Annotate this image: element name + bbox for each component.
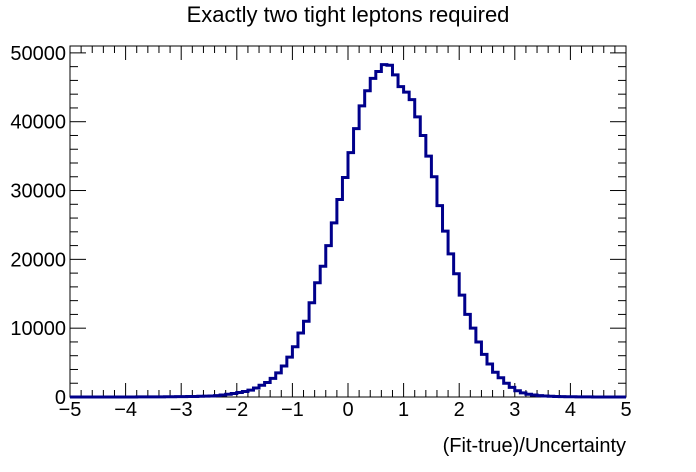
x-tick-label: 3 (509, 399, 520, 421)
y-tick-label: 0 (55, 387, 66, 409)
x-tick-label: 2 (454, 399, 465, 421)
y-tick-label: 50000 (10, 43, 66, 65)
x-tick-label: −2 (225, 399, 248, 421)
x-tick-label: −1 (281, 399, 304, 421)
chart-title: Exactly two tight leptons required (187, 2, 510, 27)
x-tick-label: 1 (398, 399, 409, 421)
x-tick-label: 4 (565, 399, 576, 421)
x-axis-label: (Fit-true)/Uncertainty (443, 435, 626, 457)
y-tick-label: 30000 (10, 181, 66, 203)
x-tick-label: −3 (170, 399, 193, 421)
x-tick-label: −4 (114, 399, 137, 421)
histogram-series (70, 63, 626, 399)
y-tick-label: 10000 (10, 318, 66, 340)
x-tick-label: 5 (620, 399, 631, 421)
axis-ticks (69, 46, 627, 398)
y-tick-label: 40000 (10, 112, 66, 134)
plot-frame (69, 45, 627, 398)
y-tick-label: 20000 (10, 249, 66, 271)
x-tick-label: 0 (342, 399, 353, 421)
x-tick-label: −5 (59, 399, 82, 421)
axis-tick-labels: −5 −4 −3 −2 −1 0 1 2 3 4 5 0 10000 20000 30000 40000 500… (10, 43, 631, 421)
